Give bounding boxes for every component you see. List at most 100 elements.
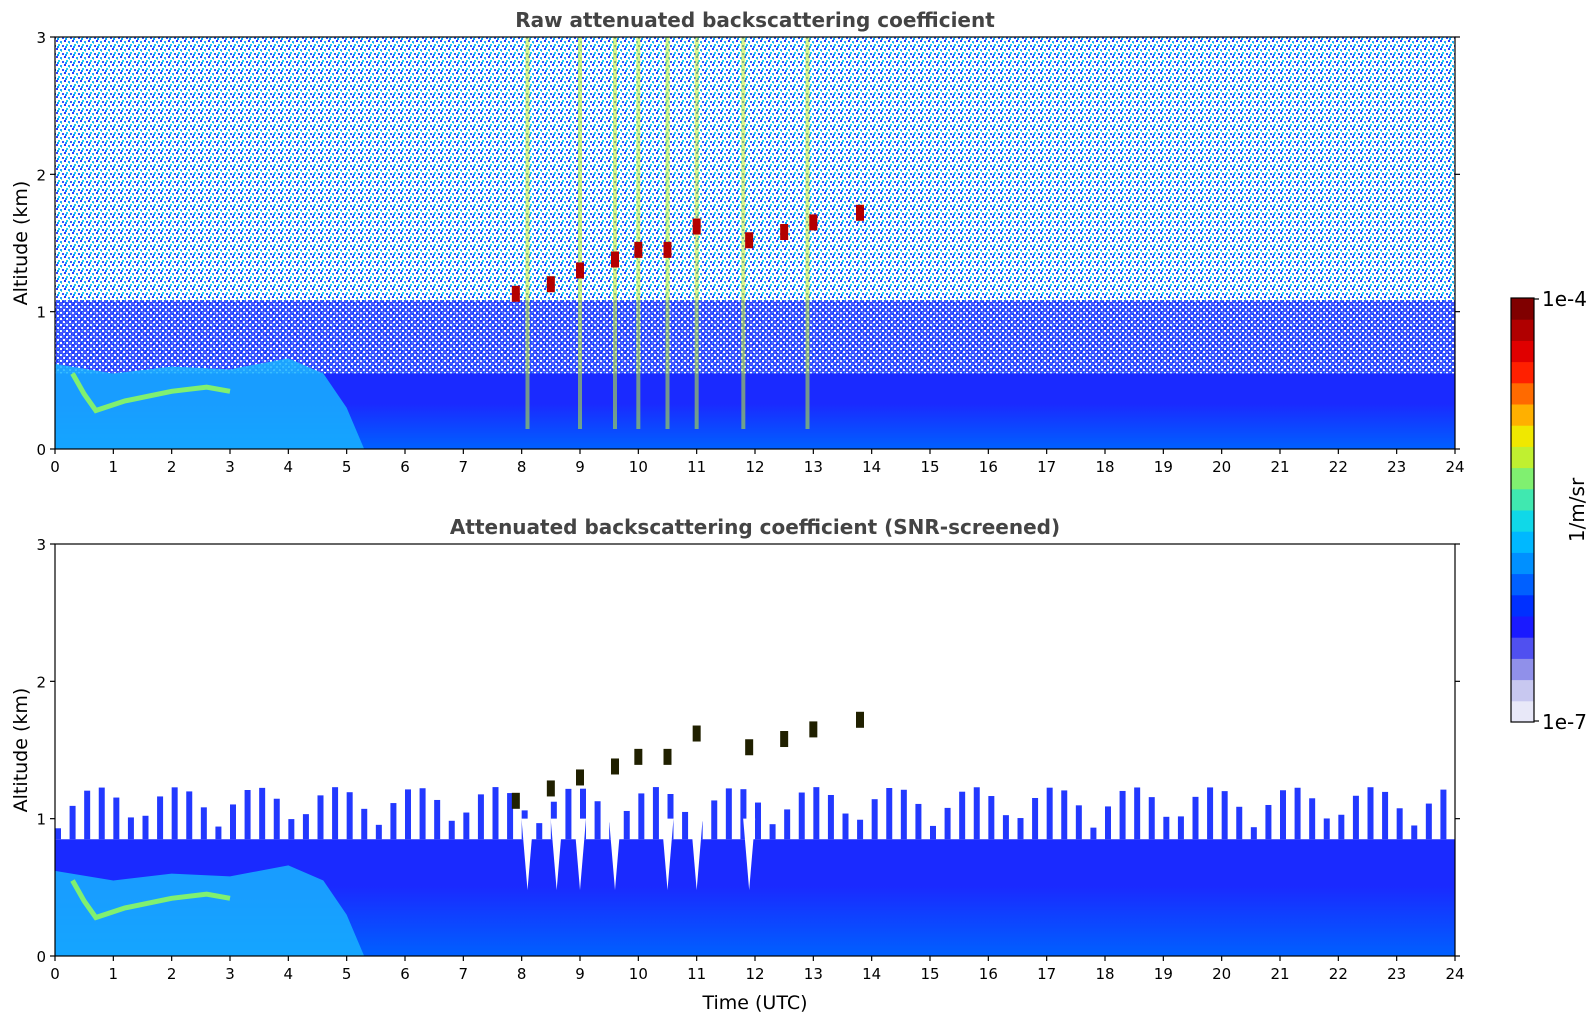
raw-y-axis-label: Altitude (km) [10, 181, 32, 306]
screened-fringe [1250, 827, 1257, 840]
cloud-mark [745, 739, 754, 756]
colorbar-band [1511, 573, 1534, 596]
x-tick-label: 24 [1445, 458, 1464, 476]
screened-fringe [1207, 787, 1214, 840]
screened-fringe [1367, 787, 1374, 840]
colorbar-band [1511, 700, 1534, 723]
screened-fringe [346, 792, 353, 840]
colorbar-band [1511, 319, 1534, 341]
screened-fringe [813, 787, 820, 840]
screened-fringe [827, 794, 834, 840]
x-tick-label: 18 [1095, 965, 1114, 983]
x-tick-label: 8 [517, 965, 527, 983]
x-tick-label: 23 [1387, 458, 1406, 476]
x-tick-label: 3 [225, 458, 235, 476]
screened-fringe [113, 797, 120, 840]
screened-fringe [1032, 797, 1039, 840]
y-tick-label: 2 [36, 673, 46, 691]
screened-fringe [463, 812, 470, 840]
screened-fringe [259, 787, 266, 840]
x-tick-label: 7 [459, 965, 469, 983]
cloud-mark [634, 241, 643, 258]
cloud-mark [611, 251, 619, 268]
screened-fringe [594, 801, 601, 840]
x-tick-label: 11 [687, 965, 706, 983]
screened-fringe [1425, 803, 1432, 840]
screened-fringe [200, 807, 207, 840]
x-tick-label: 14 [862, 458, 881, 476]
screened-fringe [448, 820, 455, 840]
screened-fringe [84, 790, 91, 840]
x-tick-label: 15 [920, 965, 939, 983]
screened-fringe [667, 794, 674, 840]
screened-fringe [1352, 795, 1359, 840]
screened-fringe [1396, 808, 1403, 840]
screened-fringe [390, 803, 397, 840]
x-tick-label: 13 [804, 965, 823, 983]
raw-y-ticks: 0 1 2 3 [36, 29, 1460, 459]
snr-title: Attenuated backscattering coefficient (S… [450, 515, 1060, 539]
screened-fringe [857, 819, 864, 840]
screened-fringe [652, 787, 659, 840]
x-tick-label: 6 [400, 458, 410, 476]
screened-fringe [565, 788, 572, 840]
colorbar-band [1511, 382, 1534, 405]
screened-fringe [157, 796, 164, 840]
screened-fringe [98, 787, 105, 840]
cloud-mark [576, 262, 584, 279]
screened-fringe [1046, 787, 1053, 840]
x-tick-label: 15 [920, 458, 939, 476]
colorbar-band [1511, 340, 1534, 363]
x-tick-label: 14 [862, 965, 881, 983]
x-tick-label: 0 [50, 965, 60, 983]
screened-fringe [871, 799, 878, 840]
x-tick-label: 22 [1329, 965, 1348, 983]
x-tick-label: 0 [50, 458, 60, 476]
raw-heatmap [55, 37, 1455, 449]
colorbar-min-label: 1e-7 [1542, 710, 1587, 734]
precip-streak [636, 37, 641, 429]
screened-fringe [1119, 790, 1126, 840]
screened-fringe [988, 796, 995, 840]
cloud-mark [611, 758, 619, 775]
screened-fringe [55, 828, 61, 840]
screened-fringe [142, 815, 149, 840]
colorbar-band [1511, 467, 1534, 490]
y-tick-label: 0 [36, 441, 46, 459]
colorbar-band [1511, 404, 1534, 426]
x-tick-label: 12 [745, 458, 764, 476]
screened-fringe [332, 787, 339, 840]
colorbar-band [1511, 298, 1534, 320]
screened-fringe [69, 805, 76, 840]
screened-fringe [375, 824, 382, 840]
clear-gap [690, 818, 703, 891]
screened-fringe [1090, 827, 1097, 840]
screened-fringe [900, 789, 907, 840]
colorbar-band [1511, 361, 1534, 384]
snr-y-axis-label: Altitude (km) [10, 688, 32, 813]
screened-fringe [317, 795, 324, 840]
colorbar-band [1511, 637, 1534, 659]
colorbar-unit-label: 1/m/sr [1565, 477, 1589, 542]
cloud-mark [663, 241, 672, 258]
x-tick-label: 22 [1329, 458, 1348, 476]
colorbar-band [1511, 446, 1534, 469]
screened-fringe [682, 811, 689, 840]
x-tick-label: 4 [284, 458, 294, 476]
screened-fringe [580, 788, 586, 840]
cloud-mark [546, 276, 555, 293]
y-tick-label: 3 [36, 536, 46, 554]
screened-fringe [1294, 787, 1301, 840]
clear-gap [743, 818, 756, 891]
screened-fringe [755, 802, 761, 840]
panel-raw: Raw attenuated backscattering coefficien… [10, 8, 1465, 476]
screened-fringe [886, 788, 893, 840]
colorbar-band [1511, 616, 1534, 638]
screened-fringe [1440, 789, 1447, 840]
y-tick-label: 0 [36, 948, 46, 966]
x-tick-label: 17 [1037, 965, 1056, 983]
y-tick-label: 3 [36, 29, 46, 47]
cloud-mark [856, 204, 864, 221]
x-tick-label: 11 [687, 458, 706, 476]
x-tick-label: 17 [1037, 458, 1056, 476]
